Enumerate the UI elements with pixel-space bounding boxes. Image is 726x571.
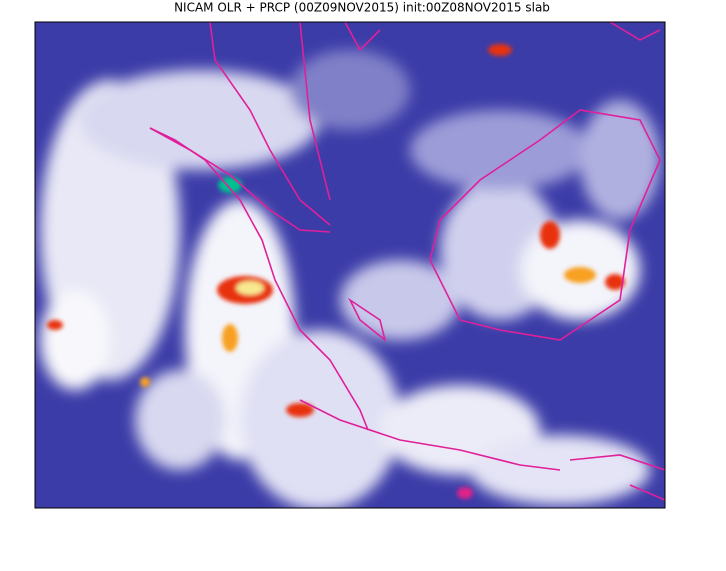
- map-area: [35, 22, 665, 508]
- coastlines: [149, 22, 665, 501]
- cloud-field: [40, 50, 660, 508]
- map-frame: [34, 21, 666, 509]
- map-title: NICAM OLR + PRCP (00Z09NOV2015) init:00Z…: [174, 1, 550, 15]
